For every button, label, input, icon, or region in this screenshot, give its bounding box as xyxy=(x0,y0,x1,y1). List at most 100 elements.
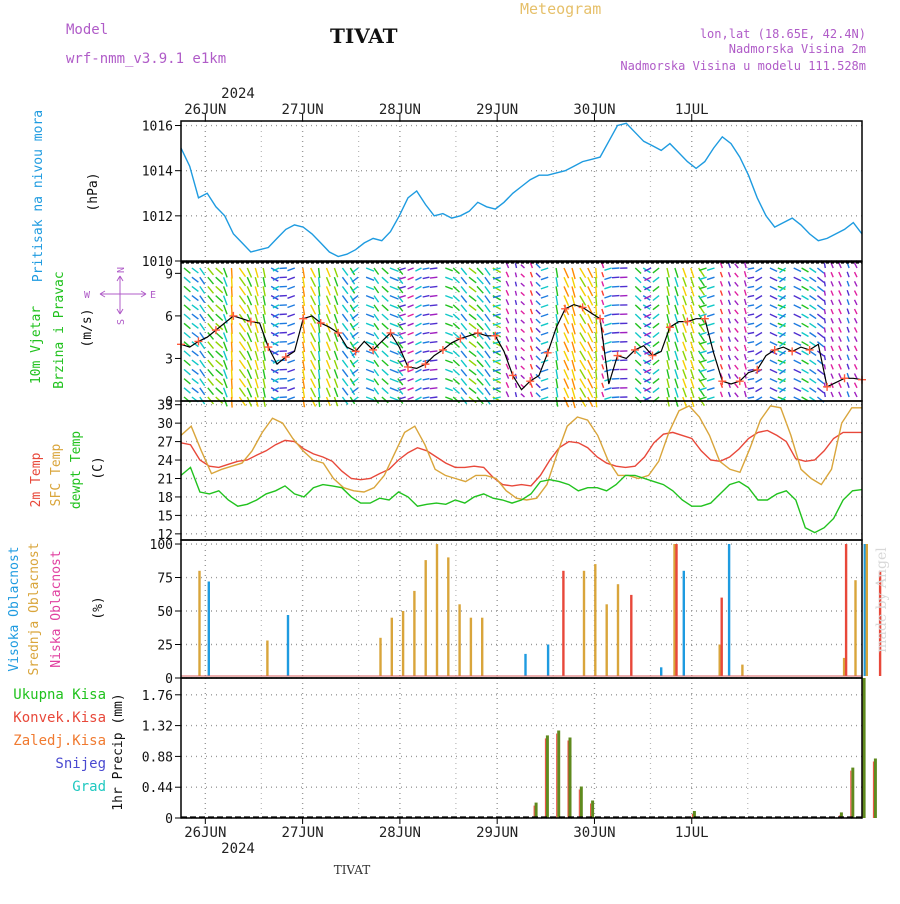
precip-legend-item: Snijeg xyxy=(55,756,106,772)
wind-arrow xyxy=(327,305,331,314)
cloud-bar xyxy=(854,580,856,676)
wind-arrow xyxy=(817,268,824,273)
wind-arrow xyxy=(855,309,858,314)
wind-arrow xyxy=(810,296,817,301)
wind-arrow xyxy=(208,286,214,293)
wind-arrow xyxy=(683,323,687,333)
wind-arrow xyxy=(839,383,841,388)
wind-arrow xyxy=(839,364,841,369)
panel-frame xyxy=(181,678,862,818)
wind-arrow xyxy=(192,351,199,356)
wind-arrow xyxy=(564,296,569,306)
wind-arrow xyxy=(319,277,320,287)
wind-arrow xyxy=(232,360,233,371)
wind-arrow xyxy=(588,351,593,361)
ytick-label: 75 xyxy=(157,572,173,587)
wind-arrow xyxy=(311,342,316,352)
wind-arrow xyxy=(729,281,731,286)
wind-arrow xyxy=(184,268,190,273)
wind-arrow xyxy=(469,360,476,366)
wind-arrow xyxy=(824,337,825,342)
wind-arrow xyxy=(303,351,305,361)
wind-arrow xyxy=(288,268,295,271)
wind-arrow xyxy=(824,272,825,277)
wind-arrow xyxy=(653,296,659,301)
wind-arrow xyxy=(430,379,438,380)
wind-arrow xyxy=(263,314,265,324)
wind-arrow xyxy=(374,296,379,303)
wind-arrow xyxy=(216,268,223,274)
wind-arrow xyxy=(382,388,388,394)
wind-arrow xyxy=(485,296,490,303)
wind-arrow xyxy=(247,277,251,287)
wind-arrow xyxy=(263,277,265,287)
wind-arrow xyxy=(612,323,620,324)
wind-arrow xyxy=(208,314,214,321)
wind-arrow xyxy=(536,264,540,268)
wind-arrow xyxy=(288,388,295,391)
wind-arrow xyxy=(635,333,641,339)
wind-arrow xyxy=(675,268,678,278)
wind-arrow xyxy=(263,286,265,296)
wind-arrow xyxy=(596,342,597,352)
wind-arrow xyxy=(247,379,251,389)
precip-legend: Ukupna KisaKonvek.KisaZaledj.KisaSnijegG… xyxy=(13,687,106,795)
wind-arrow xyxy=(423,342,430,343)
wind-arrow xyxy=(541,379,548,382)
wind-arrow xyxy=(748,342,754,343)
wind-arrow xyxy=(831,364,833,369)
precip-legend-item: Zaledj.Kisa xyxy=(13,733,106,749)
wind-arrow xyxy=(596,379,597,389)
wind-arrow xyxy=(675,286,678,296)
wind-arrow xyxy=(288,305,295,308)
wind-arrow xyxy=(602,300,604,305)
wind-arrow xyxy=(831,392,833,397)
wind-arrow xyxy=(770,323,777,326)
wind-arrow xyxy=(756,351,763,355)
wind-arrow xyxy=(200,379,205,386)
wind-arrow xyxy=(612,296,620,297)
wind-arrow xyxy=(208,388,214,395)
wind-arrow xyxy=(531,364,533,369)
wind-arrow xyxy=(303,268,305,278)
wind-arrow xyxy=(430,360,438,361)
wind-arrow xyxy=(430,314,438,315)
ytick-label: 3 xyxy=(165,352,173,367)
wind-arrow xyxy=(564,351,569,361)
wind-arrow xyxy=(810,342,817,347)
panel-frame xyxy=(181,540,862,678)
precip-ylabel: 1hr Precip (mm) xyxy=(111,693,126,810)
wind-arrow xyxy=(699,360,706,362)
ytick-label: 33 xyxy=(157,399,173,414)
wind-arrow xyxy=(735,374,739,378)
wind-arrow xyxy=(224,360,228,370)
wind-arrow xyxy=(477,351,483,358)
wind-arrow xyxy=(667,314,669,323)
wind-arrow xyxy=(564,323,569,333)
wind-arrow xyxy=(461,314,467,321)
wind-arrow xyxy=(699,286,706,288)
wind-arrow xyxy=(382,323,388,329)
wind-arrow xyxy=(810,360,817,365)
wind-arrow xyxy=(461,296,467,303)
wind-arrow xyxy=(263,369,265,379)
wind-key-south: S xyxy=(116,319,127,325)
wind-arrow xyxy=(745,391,747,397)
wind-arrows xyxy=(184,262,857,408)
wind-arrow xyxy=(556,351,558,361)
wind-arrow xyxy=(831,291,833,296)
wind-arrow xyxy=(604,369,611,371)
wind-arrow xyxy=(802,305,809,309)
wind-arrow xyxy=(453,305,459,311)
wind-arrow xyxy=(580,286,586,296)
wind-arrow xyxy=(580,333,586,343)
wind-arrow xyxy=(515,328,516,333)
wind-arrow xyxy=(399,379,405,381)
wind-arrow xyxy=(810,305,817,310)
wind-arrow xyxy=(461,342,467,349)
wind-arrow xyxy=(485,360,490,367)
wind-arrow xyxy=(408,397,414,399)
wind-arrow xyxy=(216,305,223,311)
wind-arrow xyxy=(200,305,205,312)
wind-arrow xyxy=(580,342,586,352)
